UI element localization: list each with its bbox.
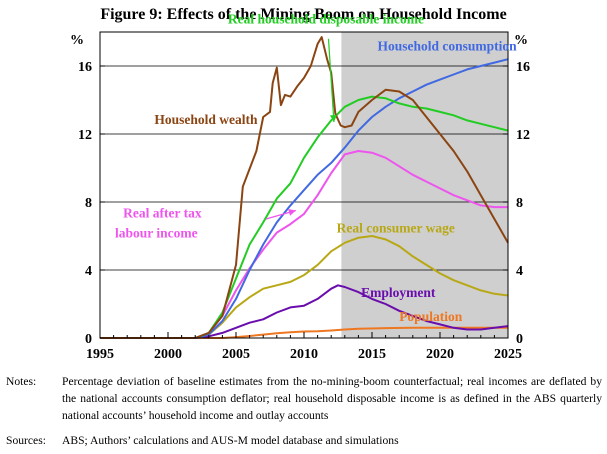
figure-title: Figure 9: Effects of the Mining Boom on …: [100, 6, 507, 23]
y-tick-label-left: 8: [85, 196, 92, 211]
series-line-employment: [100, 284, 509, 339]
arrow-disposable-income: [327, 38, 335, 123]
y-tick-label-left: 16: [78, 60, 92, 75]
annotation-real-household-disposable-income: Real household disposable income: [228, 12, 424, 27]
chart: 0 0 4 4 8 8 12 12 16 16 1995 2000 2005 2010 2015 2020 20…: [70, 12, 530, 363]
sources-text: ABS; Authors’ calculations and AUS-M mod…: [62, 434, 399, 447]
y-tick-label-left: 4: [85, 264, 92, 279]
series-line-population: [100, 326, 508, 339]
sources-label: Sources:: [6, 434, 46, 447]
annotation-labour-income: labour income: [115, 226, 198, 241]
y-tick-label-right: 4: [516, 264, 523, 279]
annotations: Real household disposable income Househol…: [115, 12, 517, 325]
annotation-real-consumer-wage: Real consumer wage: [337, 221, 455, 236]
series-layer: [100, 36, 509, 339]
annotation-employment: Employment: [361, 285, 436, 300]
x-tick-label: 2010: [290, 347, 318, 362]
series-line-household-wealth: [100, 36, 509, 339]
axis-tick-labels: 0 0 4 4 8 8 12 12 16 16 1995 2000 2005 2010 2015 2020 20…: [78, 60, 530, 362]
series-line-real-after-tax-labour-income: [100, 150, 508, 339]
series-line-real-household-disposable-income: [100, 95, 509, 339]
x-tick-label: 2020: [426, 347, 454, 362]
annotation-household-consumption: Household consumption: [377, 39, 517, 54]
x-tick-label: 2005: [222, 347, 250, 362]
y-tick-label-right: 0: [516, 332, 523, 347]
annotation-arrows: [265, 38, 337, 220]
arrow-disposable-income-head: [329, 114, 337, 123]
y-tick-label-right: 8: [516, 196, 523, 211]
x-tick-label: 2025: [494, 347, 522, 362]
annotation-household-wealth: Household wealth: [154, 112, 258, 127]
x-tick-label: 1995: [86, 347, 114, 362]
arrow-labour-income-head: [288, 209, 296, 216]
annotation-population: Population: [399, 309, 463, 324]
x-tick-label: 2000: [154, 347, 182, 362]
y-tick-label-left: 0: [85, 332, 92, 347]
x-tick-label: 2015: [358, 347, 386, 362]
annotation-real-after-tax: Real after tax: [123, 205, 202, 220]
notes-text: Percentage deviation of baseline estimat…: [62, 375, 602, 422]
projection-shading: [341, 32, 508, 338]
gridlines: [100, 65, 508, 271]
y-axis-label-left: %: [70, 33, 84, 48]
y-tick-label-right: 12: [516, 128, 530, 143]
notes: Notes: Percentage deviation of baseline …: [6, 373, 606, 429]
y-tick-label-right: 16: [516, 60, 530, 75]
notes-label: Notes:: [6, 375, 37, 388]
axis-ticks: [99, 65, 509, 339]
y-tick-label-left: 12: [78, 128, 92, 143]
series-line-household-consumption: [100, 58, 509, 339]
y-axis-label-right: %: [514, 33, 528, 48]
sources: Sources: ABS; Authors’ calculations and …: [6, 432, 606, 450]
series-line-real-consumer-wage: [100, 235, 509, 339]
